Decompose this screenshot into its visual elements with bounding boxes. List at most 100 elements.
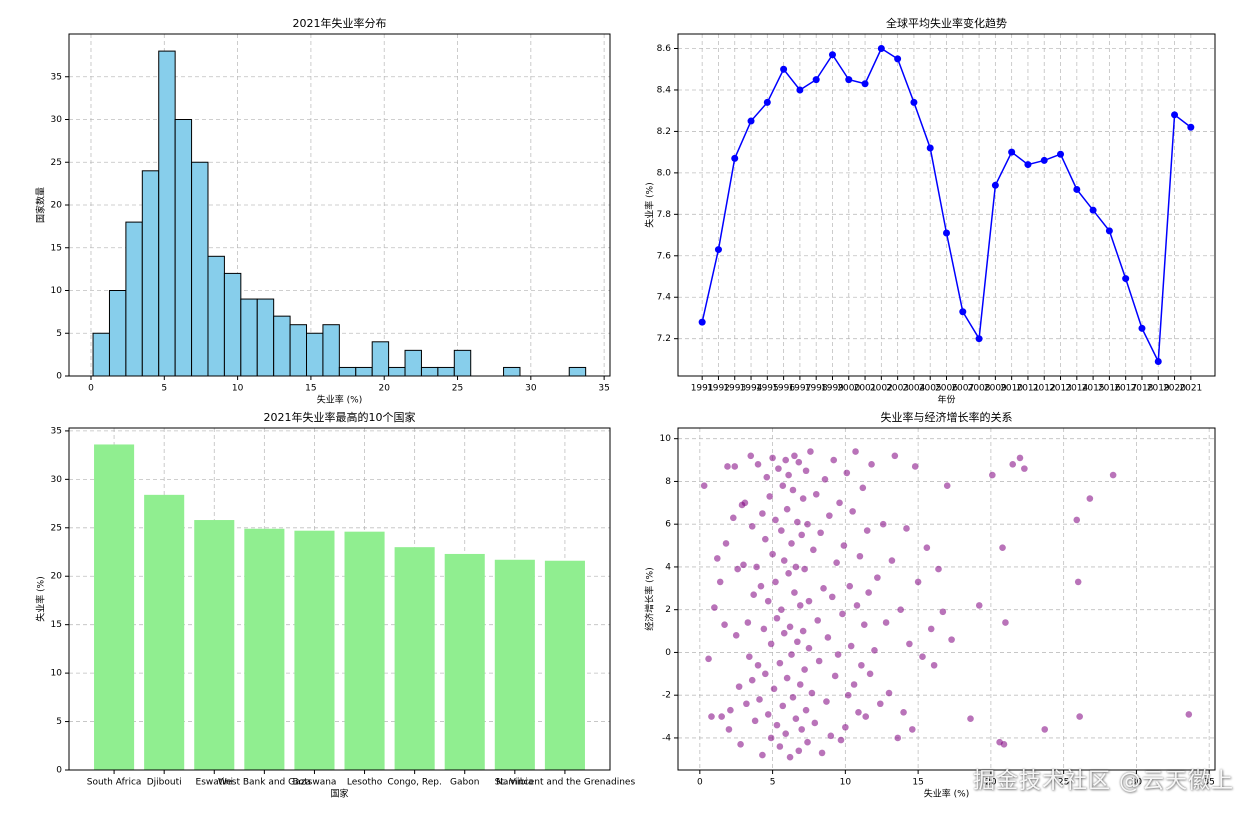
scatter-point [1009, 461, 1017, 468]
scatter-point [1000, 741, 1008, 748]
x-tick-label: Djibouti [147, 778, 182, 788]
x-tick-label: 1993 [723, 384, 746, 394]
scatter-point [718, 713, 725, 720]
x-axis-label: 国家 [330, 788, 348, 800]
scatter-point [748, 523, 756, 530]
data-point [926, 144, 934, 152]
x-tick-label: 25 [452, 384, 463, 394]
scatter-point [798, 531, 805, 539]
scatter-point [778, 527, 785, 534]
scatter-point [879, 520, 887, 528]
y-tick-label: 10 [660, 434, 672, 444]
scatter-point [846, 582, 854, 590]
scatter-point [737, 741, 744, 748]
scatter-point [930, 661, 938, 669]
scatter-point [805, 597, 813, 605]
scatter-point [826, 512, 833, 519]
scatter-point [827, 732, 835, 740]
x-tick-label: 2015 [1082, 384, 1105, 394]
bar [394, 547, 435, 770]
scatter-point [1016, 454, 1024, 462]
scatter-point [769, 454, 776, 462]
scatter-point [792, 563, 800, 571]
bar [244, 528, 285, 770]
histogram-bar [503, 366, 521, 377]
x-tick-label: Botswana [292, 778, 336, 788]
bar [344, 531, 385, 770]
scatter-point [801, 666, 808, 673]
y-tick-label: 5 [56, 717, 62, 727]
x-tick-label: 25 [1058, 778, 1069, 788]
y-tick-label: 35 [51, 72, 62, 82]
scatter-point [821, 476, 829, 483]
scatter-point [794, 518, 801, 526]
x-tick-label: 2005 [919, 384, 942, 394]
scatter-point [836, 499, 843, 507]
x-tick-label: 0 [697, 778, 703, 788]
x-axis-label: 失业率 (%) [924, 788, 969, 800]
scatter-point [760, 625, 768, 633]
x-tick-label: Eswatini [196, 778, 234, 788]
x-tick-label: St. Vincent and the Grenadines [495, 778, 636, 788]
scatter-point [762, 535, 769, 543]
scatter-point [795, 747, 803, 755]
scatter-point [888, 557, 896, 564]
scatter-point [844, 691, 852, 699]
x-tick-label: 2017 [1114, 384, 1137, 394]
y-tick-label: 15 [51, 620, 62, 630]
scatter-point [815, 657, 823, 665]
histogram-bar [355, 366, 373, 377]
scatter-point [842, 723, 849, 731]
x-tick-label: 2011 [1016, 384, 1039, 394]
histogram-bar [191, 161, 209, 377]
scatter-point [863, 527, 871, 534]
histogram-bar [453, 349, 472, 377]
scatter-point [837, 736, 845, 744]
scatter-point [817, 529, 824, 537]
x-tick-label: 2006 [935, 384, 958, 394]
x-tick-label: 35 [598, 384, 609, 394]
scatter-point [948, 636, 955, 643]
data-point [763, 98, 771, 106]
bar [194, 520, 235, 770]
scatter-point [919, 653, 926, 661]
scatter-point [773, 721, 781, 729]
data-point [812, 76, 820, 84]
scatter-point [767, 734, 775, 742]
scatter-point [756, 696, 763, 703]
scatter-point [802, 706, 810, 714]
scatter-point [792, 715, 800, 722]
x-tick-label: 1992 [707, 384, 730, 394]
scatter-point [847, 642, 855, 650]
data-point [1171, 111, 1179, 119]
x-tick-label: 2004 [902, 384, 925, 394]
scatter-point [967, 715, 974, 722]
scatter-point [989, 471, 996, 479]
scatter-point [779, 702, 787, 710]
scatter-point [808, 689, 816, 697]
bar [144, 494, 185, 770]
scatter-point [891, 452, 899, 460]
histogram-bar [223, 272, 242, 377]
y-tick-label: 10 [51, 669, 63, 679]
x-tick-label: 1998 [805, 384, 828, 394]
scatter-point [909, 726, 916, 733]
scatter-point [727, 706, 734, 714]
scatter-point [724, 463, 731, 470]
y-tick-label: 7.6 [657, 251, 672, 261]
scatter-point [759, 751, 766, 759]
scatter-point [731, 463, 739, 470]
scatter-point [831, 672, 839, 680]
scatter-point [871, 647, 878, 654]
data-point [894, 55, 902, 63]
scatter-point [856, 552, 864, 560]
scatter-point [1002, 619, 1009, 626]
data-point [1122, 275, 1130, 283]
chart-title: 失业率与经济增长率的关系 [881, 410, 1013, 424]
y-tick-label: 7.8 [657, 210, 672, 220]
scatter-point [741, 499, 749, 507]
scatter-point [783, 674, 791, 682]
scatter-point [812, 490, 820, 498]
data-point [1138, 324, 1146, 332]
histogram-bar [125, 221, 143, 377]
